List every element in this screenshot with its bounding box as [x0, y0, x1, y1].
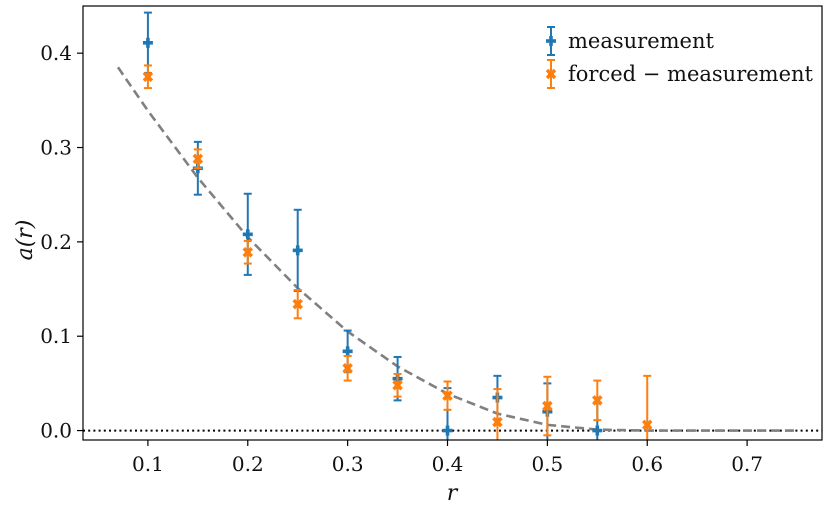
legend-marker [546, 36, 556, 46]
data-point-dot [444, 392, 451, 399]
data-point [242, 246, 254, 258]
series-1 [142, 64, 653, 440]
x-tick-label: 0.1 [132, 452, 164, 476]
data-point [192, 153, 204, 165]
data-point [242, 229, 253, 240]
legend-marker-dot [548, 71, 554, 77]
plot-background [83, 6, 822, 440]
ticks-layer: 0.1 0.2 0.3 0.4 0.5 0.6 0.7 0.0 0.1 0.2 0.3 0.4 [40, 41, 763, 476]
data-point-dot [644, 421, 651, 428]
data-point [292, 245, 303, 256]
data-point-dot [194, 155, 201, 162]
x-tick-label: 0.3 [332, 452, 364, 476]
data-point [492, 416, 503, 428]
legend-label: measurement [568, 29, 714, 53]
series-layer [142, 11, 653, 440]
x-tick-label: 0.5 [531, 452, 563, 476]
data-point-dot [244, 249, 251, 256]
data-point [392, 380, 403, 391]
y-tick-label: 0.1 [40, 324, 72, 348]
data-point [142, 71, 154, 83]
data-point-dot [394, 382, 401, 389]
data-point-dot [294, 301, 301, 308]
y-tick-label: 0.2 [40, 230, 72, 254]
data-point-dot [594, 397, 601, 404]
x-axis-label: r [447, 481, 459, 506]
data-point-dot [144, 73, 151, 80]
plot-frame [82, 5, 823, 441]
data-point [592, 425, 603, 436]
y-axis-label: a(r) [13, 220, 38, 261]
data-point [641, 419, 653, 431]
errorbar [493, 388, 502, 440]
data-point-dot [344, 365, 351, 372]
x-tick-label: 0.6 [631, 452, 663, 476]
y-tick-label: 0.4 [40, 41, 72, 65]
y-tick-label: 0.0 [40, 419, 72, 443]
legend-item-1: forced − measurement [545, 59, 814, 89]
data-point-dot [494, 419, 501, 426]
errorbar [643, 374, 652, 440]
data-point [442, 425, 453, 436]
data-point [542, 400, 553, 412]
x-tick-label: 0.2 [232, 452, 264, 476]
data-point [592, 395, 603, 406]
data-point [292, 298, 303, 310]
data-point [142, 37, 153, 48]
y-tick-label: 0.3 [40, 136, 72, 160]
x-tick-label: 0.7 [731, 452, 763, 476]
legend-item-0: measurement [546, 26, 714, 56]
data-point [442, 390, 453, 401]
data-point-dot [544, 403, 551, 410]
data-point [342, 363, 353, 374]
legend-marker [545, 68, 557, 80]
legend: measurement forced − measurement [545, 26, 814, 89]
x-tick-label: 0.4 [432, 452, 464, 476]
legend-label: forced − measurement [568, 62, 814, 86]
data-point [342, 346, 353, 357]
